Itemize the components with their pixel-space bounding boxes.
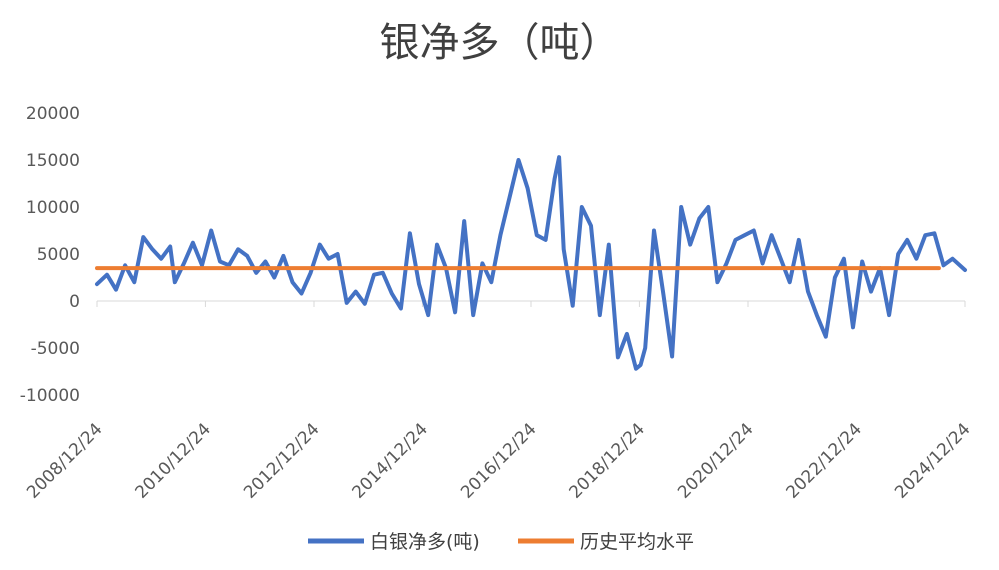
y-tick-label: 15000 xyxy=(26,151,80,171)
series-line-silver-net-long xyxy=(95,155,967,371)
x-axis: 2008/12/24 2010/12/24 2012/12/24 2014/12/24… xyxy=(23,300,975,503)
legend-label: 白银净多(吨) xyxy=(370,531,480,553)
y-tick-label: 20000 xyxy=(26,104,80,124)
x-tick-label: 2010/12/24 xyxy=(132,419,215,502)
y-tick-label: 10000 xyxy=(26,198,80,218)
series-lines xyxy=(95,155,967,371)
legend: 白银净多(吨) 历史平均水平 xyxy=(308,531,694,553)
x-tick-label: 2014/12/24 xyxy=(349,419,432,502)
chart-title: 银净多（吨） xyxy=(379,20,620,66)
y-tick-label: 5000 xyxy=(37,245,80,265)
x-tick-label: 2012/12/24 xyxy=(240,419,323,502)
legend-label: 历史平均水平 xyxy=(580,531,694,553)
y-tick-label: 0 xyxy=(69,292,80,312)
y-tick-label: -5000 xyxy=(31,339,80,359)
y-tick-label: -10000 xyxy=(20,386,80,406)
y-axis-ticks: -10000 -5000 0 5000 10000 15000 20000 xyxy=(20,104,80,406)
x-tick-label: 2016/12/24 xyxy=(457,419,540,502)
x-tick-label: 2020/12/24 xyxy=(674,419,757,502)
x-tick-label: 2018/12/24 xyxy=(566,419,649,502)
x-tick-label: 2022/12/24 xyxy=(783,419,866,502)
x-tick-label: 2008/12/24 xyxy=(23,419,106,502)
x-tick-label: 2024/12/24 xyxy=(891,419,974,502)
